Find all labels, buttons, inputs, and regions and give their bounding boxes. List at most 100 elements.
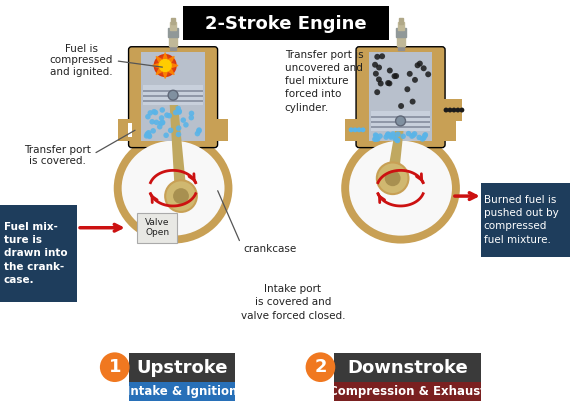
Text: Burned fuel is
pushed out by
compressed
fuel mixture.: Burned fuel is pushed out by compressed …	[484, 195, 558, 245]
Circle shape	[144, 133, 149, 139]
Bar	[0, 205, 77, 302]
Circle shape	[147, 133, 152, 139]
Circle shape	[387, 68, 393, 74]
Text: 1: 1	[108, 358, 121, 376]
Ellipse shape	[113, 133, 233, 243]
Text: Valve
Open: Valve Open	[145, 218, 169, 237]
Circle shape	[151, 109, 157, 114]
Bar	[143, 95, 203, 97]
Ellipse shape	[122, 141, 225, 236]
Bar	[371, 111, 430, 131]
Circle shape	[422, 133, 428, 138]
Circle shape	[416, 135, 422, 140]
Bar	[169, 36, 177, 46]
Circle shape	[386, 81, 392, 86]
Circle shape	[384, 134, 389, 140]
Circle shape	[375, 136, 381, 142]
Circle shape	[420, 66, 427, 71]
Bar	[118, 119, 134, 141]
Circle shape	[423, 132, 428, 138]
Text: Fuel mix-
ture is
drawn into
the crank-
case.: Fuel mix- ture is drawn into the crank- …	[4, 222, 67, 285]
Circle shape	[392, 73, 397, 79]
Circle shape	[374, 89, 380, 95]
Circle shape	[377, 162, 408, 194]
Circle shape	[392, 136, 398, 141]
Circle shape	[395, 131, 401, 137]
Circle shape	[394, 137, 400, 143]
Bar	[397, 45, 404, 50]
Circle shape	[411, 133, 416, 138]
Circle shape	[168, 90, 178, 100]
Circle shape	[400, 133, 406, 139]
Circle shape	[164, 133, 169, 138]
Circle shape	[372, 136, 378, 142]
Circle shape	[176, 106, 181, 111]
Circle shape	[159, 115, 164, 121]
Bar	[371, 126, 430, 128]
Circle shape	[188, 115, 194, 120]
Text: Downstroke: Downstroke	[347, 359, 468, 377]
Text: Upstroke: Upstroke	[137, 359, 228, 377]
Bar	[128, 353, 236, 382]
Bar	[142, 52, 204, 141]
Circle shape	[160, 120, 165, 125]
Bar	[396, 28, 406, 37]
Bar	[397, 36, 404, 46]
Circle shape	[448, 107, 453, 112]
Circle shape	[361, 127, 365, 132]
Circle shape	[306, 352, 335, 382]
Circle shape	[396, 116, 406, 126]
Circle shape	[407, 71, 412, 77]
Circle shape	[425, 71, 431, 77]
Circle shape	[398, 103, 404, 109]
Circle shape	[385, 171, 400, 186]
Circle shape	[374, 133, 379, 139]
Circle shape	[444, 107, 449, 112]
Text: Compression & Exhaust: Compression & Exhaust	[329, 385, 486, 398]
Bar	[171, 18, 175, 24]
Circle shape	[146, 130, 151, 136]
Circle shape	[412, 77, 418, 83]
FancyBboxPatch shape	[356, 47, 445, 148]
Circle shape	[164, 112, 170, 118]
Bar	[399, 18, 403, 24]
Circle shape	[378, 81, 384, 86]
Text: Transfer port is
uncovered and
fuel mixture
forced into
cylinder.: Transfer port is uncovered and fuel mixt…	[285, 50, 363, 112]
Circle shape	[160, 120, 165, 125]
Circle shape	[410, 98, 416, 105]
Bar	[371, 121, 430, 123]
Text: Fuel is
compressed
and ignited.: Fuel is compressed and ignited.	[50, 44, 162, 77]
Text: Transfer port
is covered.: Transfer port is covered.	[24, 130, 135, 166]
Circle shape	[452, 107, 456, 112]
Circle shape	[373, 71, 379, 77]
Polygon shape	[165, 66, 175, 74]
Bar	[480, 183, 570, 257]
Circle shape	[372, 62, 378, 68]
Circle shape	[348, 127, 354, 132]
Bar	[143, 85, 203, 105]
Circle shape	[406, 131, 411, 136]
Text: 2-Stroke Engine: 2-Stroke Engine	[205, 15, 367, 33]
Circle shape	[173, 188, 189, 204]
Bar	[397, 22, 404, 30]
Bar	[170, 45, 176, 50]
Text: Intake & Ignition: Intake & Ignition	[126, 385, 238, 398]
Circle shape	[374, 136, 380, 142]
Circle shape	[376, 65, 382, 70]
Ellipse shape	[349, 141, 452, 236]
Circle shape	[183, 122, 189, 128]
Circle shape	[176, 109, 182, 115]
Bar	[440, 119, 456, 141]
Circle shape	[189, 111, 194, 116]
Circle shape	[388, 134, 394, 140]
Bar	[170, 22, 176, 30]
Circle shape	[160, 107, 165, 113]
Circle shape	[417, 61, 423, 66]
Circle shape	[180, 117, 186, 123]
Circle shape	[353, 127, 358, 132]
Circle shape	[196, 128, 202, 134]
Circle shape	[385, 131, 391, 137]
Circle shape	[379, 53, 385, 59]
FancyBboxPatch shape	[138, 213, 177, 243]
Circle shape	[146, 132, 151, 138]
